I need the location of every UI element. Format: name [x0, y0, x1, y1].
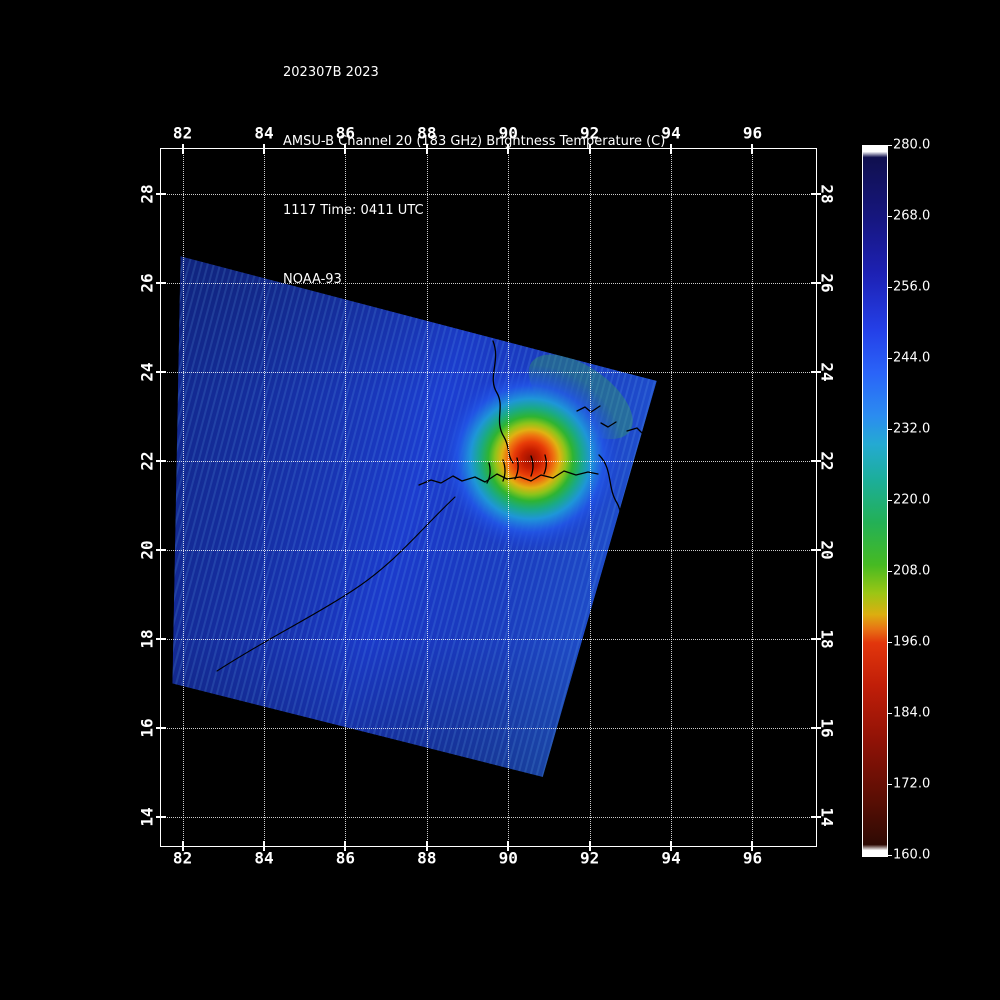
y-tick-label-right: 22 — [817, 451, 837, 471]
x-tick-label-bottom: 82 — [172, 848, 193, 868]
x-tick-label-bottom: 96 — [742, 848, 763, 868]
title-line-product: AMSU-B Channel 20 (183 GHz) Brightness T… — [283, 134, 666, 149]
title-line-time: 1117 Time: 0411 UTC — [283, 203, 424, 218]
y-tick-label-left: 22 — [137, 451, 157, 471]
map-plot-area — [156, 144, 821, 851]
colorbar-tick-label: 268.0 — [893, 208, 931, 224]
x-tick-label-bottom: 90 — [498, 848, 518, 868]
colorbar-tick-mark — [887, 358, 892, 359]
colorbar-tick-label: 196.0 — [893, 634, 931, 650]
storm-core-heat — [416, 344, 645, 573]
colorbar-tick-mark — [887, 713, 892, 714]
river — [216, 496, 456, 672]
y-tick-label-right: 16 — [817, 718, 837, 738]
x-tick-label-bottom: 94 — [661, 848, 681, 868]
x-tick-label-bottom: 86 — [335, 848, 356, 868]
x-tick-label-top: 82 — [172, 123, 193, 143]
colorbar-tick-mark — [887, 145, 892, 146]
colorbar-tick-mark — [887, 571, 892, 572]
colorbar-tick-mark — [887, 500, 892, 501]
colorbar-tick-label: 208.0 — [893, 563, 931, 579]
y-tick-label-left: 18 — [137, 629, 157, 649]
y-tick-label-right: 18 — [817, 629, 837, 649]
colorbar-tick-mark — [887, 642, 892, 643]
swath-heatmap — [172, 256, 657, 778]
y-tick-label-left: 20 — [137, 540, 157, 560]
colorbar-tick-mark — [887, 287, 892, 288]
x-tick-label-top: 84 — [254, 123, 274, 143]
y-tick-label-left: 16 — [137, 718, 157, 738]
colorbar-tick-label: 256.0 — [893, 279, 931, 295]
coastline — [576, 405, 657, 435]
colorbar-tick-label: 232.0 — [893, 421, 931, 437]
colorbar-tick-label: 244.0 — [893, 350, 931, 366]
y-tick-label-left: 28 — [137, 184, 157, 204]
colorbar-tick-mark — [887, 216, 892, 217]
y-tick-label-left: 26 — [137, 273, 157, 293]
coastline — [418, 470, 599, 486]
colorbar-tick-label: 172.0 — [893, 776, 931, 792]
y-tick-label-right: 26 — [817, 273, 837, 293]
x-tick-label-bottom: 88 — [417, 848, 437, 868]
x-tick-label-bottom: 92 — [580, 848, 600, 868]
x-tick-label-bottom: 84 — [254, 848, 274, 868]
colorbar-tick-label: 280.0 — [893, 137, 931, 153]
y-tick-label-right: 20 — [817, 540, 837, 560]
y-tick-label-right: 24 — [817, 362, 837, 382]
colorbar-tick-label: 184.0 — [893, 705, 931, 721]
coastline — [486, 454, 547, 484]
y-tick-label-left: 24 — [137, 362, 157, 382]
title-line-storm-id: 202307B 2023 — [283, 65, 379, 80]
y-tick-label-left: 14 — [137, 807, 157, 827]
y-tick-label-right: 14 — [817, 807, 837, 827]
colorbar-tick-label: 220.0 — [893, 492, 931, 508]
colorbar-tick-label: 160.0 — [893, 847, 931, 863]
x-tick-label-top: 96 — [742, 123, 763, 143]
colorbar-tick-mark — [887, 784, 892, 785]
colorbar-tick-mark — [887, 429, 892, 430]
y-tick-label-right: 28 — [817, 184, 837, 204]
colorbar — [862, 145, 888, 857]
colorbar-tick-mark — [887, 855, 892, 856]
